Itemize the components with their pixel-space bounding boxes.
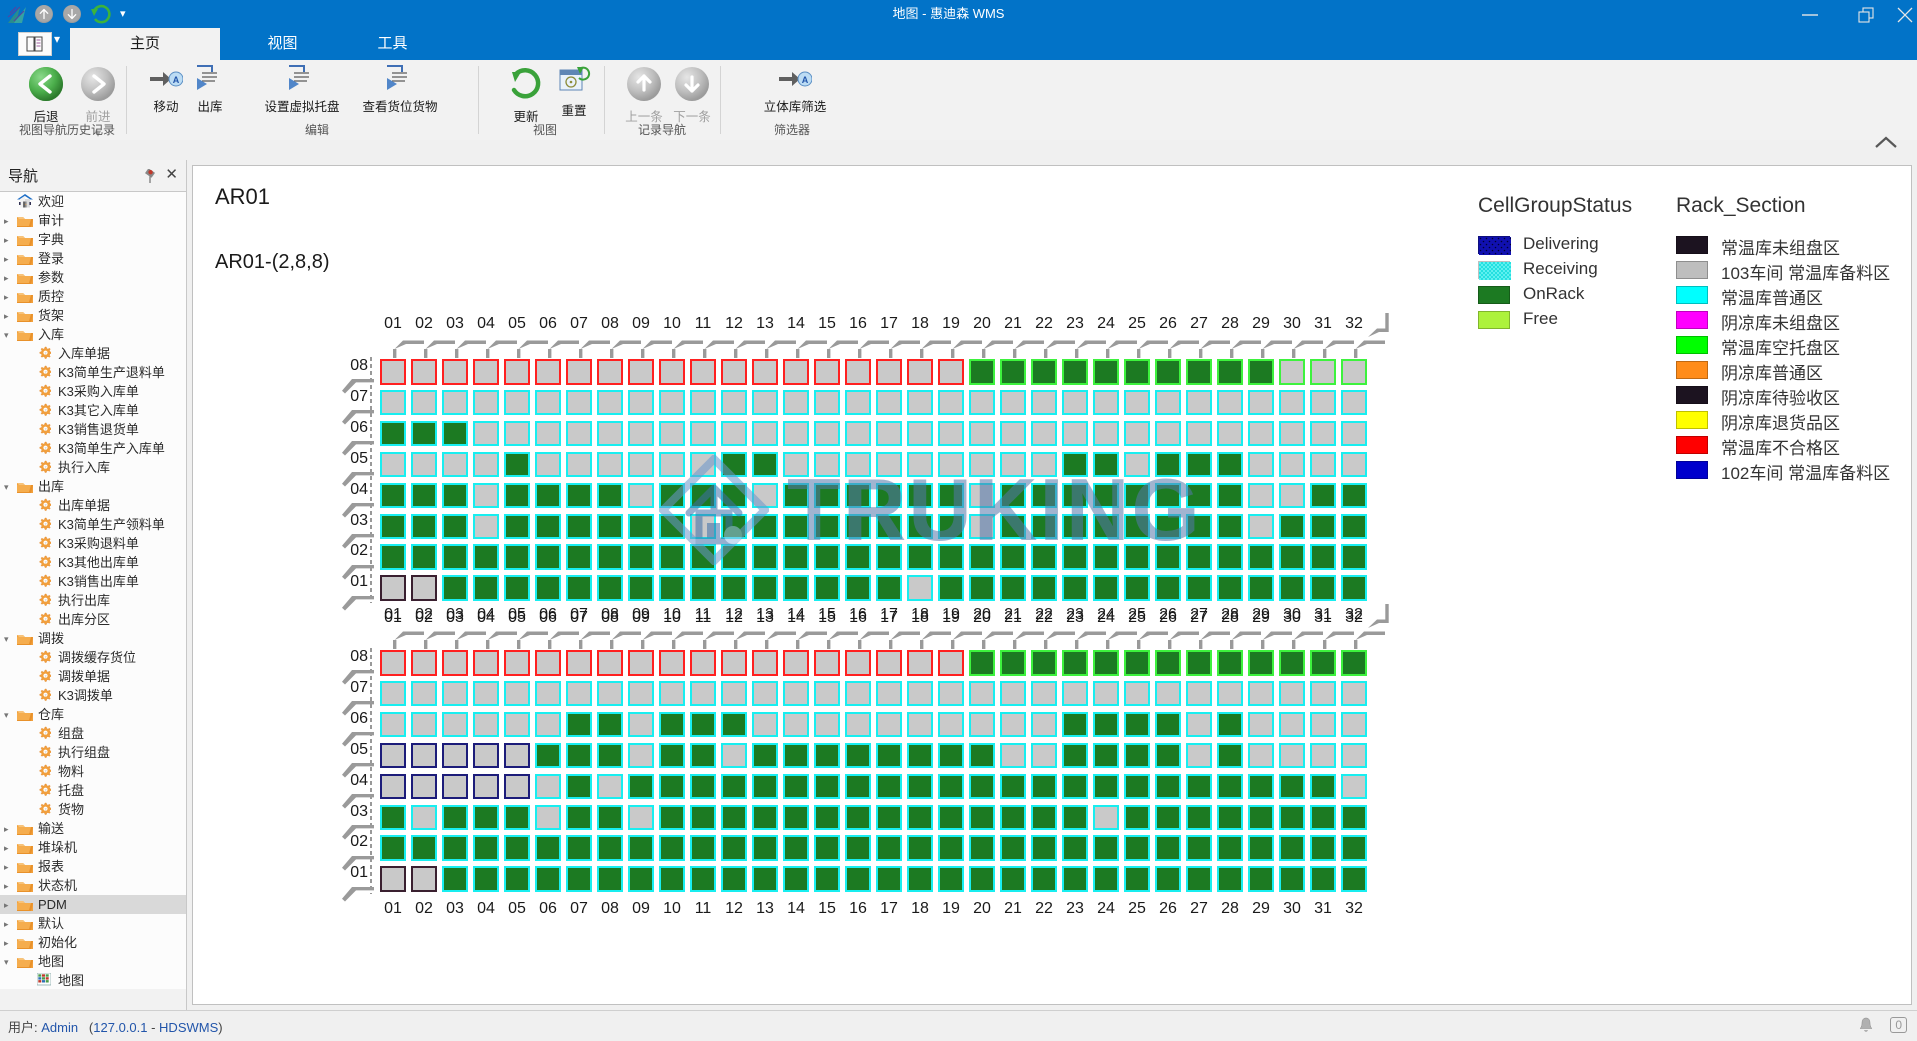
svg-text:A: A [802,75,809,85]
svg-text:A: A [173,75,180,85]
